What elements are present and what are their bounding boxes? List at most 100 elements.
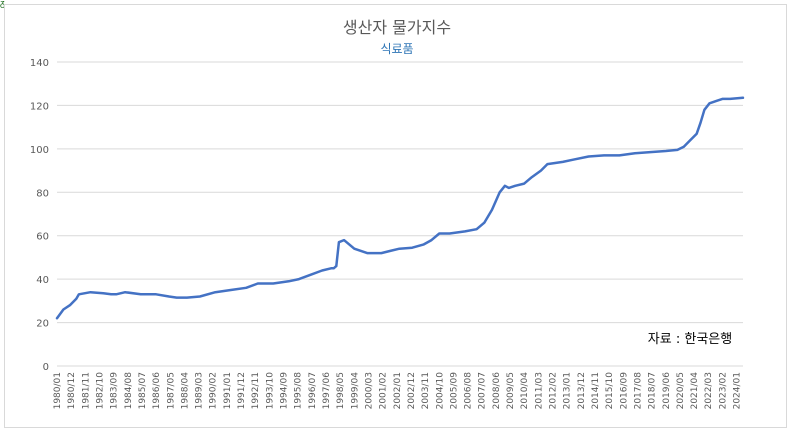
x-tick-label: 1989/03 (195, 372, 205, 409)
x-tick-label: 2002/01 (393, 372, 403, 409)
data-point (411, 246, 414, 249)
data-point (398, 247, 401, 250)
data-point (62, 308, 65, 311)
data-point (199, 295, 201, 298)
data-point (389, 250, 392, 252)
data-point (742, 96, 744, 99)
data-point (546, 163, 549, 166)
x-tick-label: 2004/10 (435, 372, 445, 410)
data-point (498, 191, 501, 194)
x-tick-label: 2022/03 (704, 372, 714, 409)
data-point (491, 208, 493, 211)
data-point (353, 247, 356, 250)
data-point (695, 132, 698, 135)
x-tick-label: 1980/12 (67, 372, 77, 409)
data-point (332, 267, 335, 270)
data-point (603, 154, 605, 157)
data-point (124, 291, 127, 294)
x-tick-label: 1996/07 (308, 372, 318, 409)
data-point (321, 269, 323, 272)
x-tick-label: 2008/06 (492, 372, 502, 410)
data-point (380, 252, 383, 255)
data-point (430, 239, 433, 242)
data-point (514, 184, 517, 187)
x-tick-label: 1980/01 (53, 372, 63, 409)
x-tick-label: 1986/06 (152, 372, 162, 410)
gridlines (57, 61, 743, 367)
x-tick-label: 2013/12 (577, 372, 587, 409)
x-tick-label: 1995/08 (294, 372, 304, 410)
x-tick-label: 1993/10 (265, 372, 275, 410)
data-point (483, 221, 486, 224)
x-tick-label: 2016/09 (619, 372, 629, 410)
data-point (343, 239, 345, 242)
y-tick-label: 140 (30, 58, 49, 69)
data-point (523, 182, 526, 185)
data-point (618, 154, 621, 157)
y-tick-label: 60 (36, 232, 49, 243)
data-point (531, 176, 533, 179)
x-tick-label: 1981/11 (81, 372, 91, 409)
y-tick-label: 40 (36, 275, 49, 286)
series-layer (55, 96, 745, 320)
x-tick-label: 1985/07 (138, 372, 148, 409)
data-point (214, 291, 217, 294)
x-axis-ticks: 1980/01 1980/12 1981/11 1982/10 1983/09 1984/… (53, 372, 743, 410)
x-tick-label: 2018/07 (648, 372, 658, 409)
data-point (115, 293, 118, 296)
data-point (75, 297, 78, 300)
data-point (89, 291, 92, 294)
x-tick-label: 1991/12 (237, 372, 247, 409)
x-tick-label: 1994/09 (280, 372, 290, 410)
data-point (245, 286, 248, 289)
data-point (676, 149, 679, 151)
y-tick-label: 0 (43, 362, 49, 373)
data-point (287, 280, 290, 283)
data-point (110, 293, 112, 296)
data-point (475, 228, 478, 231)
chart-title: 생산자 물가지수 (343, 18, 451, 37)
data-point (422, 243, 425, 246)
data-point (682, 145, 685, 148)
x-tick-label: 2021/04 (690, 372, 700, 410)
x-tick-label: 2005/09 (449, 372, 459, 410)
x-tick-label: 2015/10 (605, 372, 615, 410)
data-point (708, 102, 711, 105)
data-point (699, 121, 702, 124)
x-tick-label: 1983/09 (110, 372, 120, 410)
x-tick-label: 2002/12 (407, 372, 417, 409)
data-point (572, 158, 574, 161)
data-point (664, 150, 667, 152)
data-point (298, 278, 300, 280)
x-tick-label: 2024/01 (733, 372, 743, 409)
chart-subtitle: 식료품 (380, 42, 413, 56)
data-point (507, 187, 510, 189)
data-point (729, 98, 731, 100)
series-line (55, 96, 745, 320)
x-tick-label: 2011/03 (534, 372, 544, 409)
x-tick-label: 2017/08 (634, 372, 644, 410)
x-tick-label: 1999/04 (350, 372, 360, 410)
corner-mark: ᵹ (0, 0, 6, 9)
y-tick-label: 20 (36, 319, 49, 330)
data-point (175, 296, 178, 299)
data-point (272, 282, 275, 285)
data-point (587, 155, 590, 158)
x-tick-label: 1997/06 (322, 372, 332, 410)
x-tick-label: 2007/07 (478, 372, 488, 409)
data-point (330, 267, 332, 270)
x-tick-label: 1984/08 (124, 372, 134, 410)
data-point (689, 139, 692, 142)
x-tick-label: 2019/06 (662, 372, 672, 410)
data-point (155, 293, 158, 296)
data-point (56, 317, 58, 320)
data-point (504, 184, 506, 187)
x-tick-label: 2014/11 (591, 372, 601, 409)
data-point (186, 296, 188, 299)
x-tick-label: 1988/04 (180, 372, 190, 410)
y-tick-label: 80 (36, 188, 49, 199)
x-tick-label: 2001/02 (379, 372, 389, 409)
x-tick-label: 2023/02 (718, 372, 728, 409)
x-tick-label: 2000/03 (365, 372, 375, 409)
